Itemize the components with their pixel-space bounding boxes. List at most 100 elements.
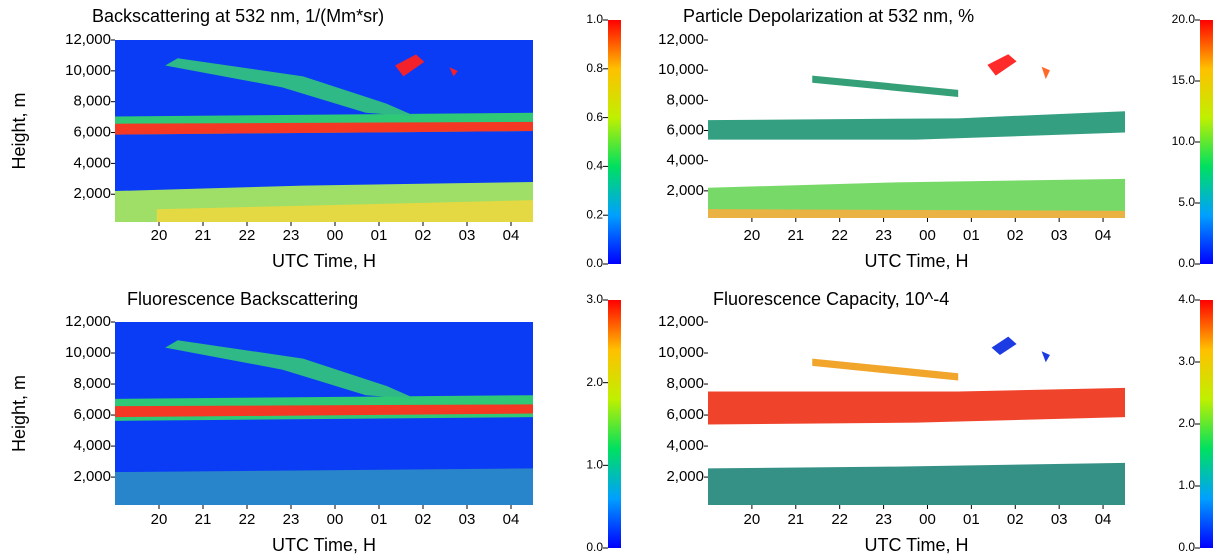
heatmap-feature bbox=[812, 75, 959, 97]
x-tick-label: 02 bbox=[415, 227, 432, 244]
heatmap-feature bbox=[115, 468, 533, 505]
y-tick-label: 2,000 bbox=[666, 182, 704, 199]
x-tick-label: 03 bbox=[1051, 511, 1068, 528]
y-tick-label: 2,000 bbox=[666, 468, 704, 485]
y-tick-label: 6,000 bbox=[73, 124, 111, 141]
x-tick-label: 04 bbox=[503, 511, 520, 528]
y-tick-label: 6,000 bbox=[666, 121, 704, 138]
x-tick-label: 21 bbox=[195, 511, 212, 528]
heatmap-feature bbox=[449, 67, 458, 77]
y-tick-label: 4,000 bbox=[666, 152, 704, 169]
x-tick-label: 02 bbox=[415, 511, 432, 528]
colorbar-tick-label: 0.0 bbox=[586, 256, 603, 270]
heatmap-feature bbox=[115, 404, 533, 418]
y-tick-label: 4,000 bbox=[73, 437, 111, 454]
x-tick-label: 03 bbox=[459, 511, 476, 528]
colorbar-tick-label: 0.8 bbox=[586, 61, 603, 75]
heatmap-feature bbox=[708, 178, 1125, 218]
y-axis-title: Height, m bbox=[9, 375, 29, 452]
colorbar-tick-label: 1.0 bbox=[586, 458, 603, 472]
x-tick-label: 03 bbox=[459, 227, 476, 244]
heatmap-feature bbox=[708, 462, 1125, 505]
colorbar bbox=[1200, 20, 1213, 264]
x-tick-label: 22 bbox=[831, 227, 848, 244]
y-tick-label: 4,000 bbox=[666, 437, 704, 454]
y-tick-label: 10,000 bbox=[65, 344, 111, 361]
heatmap-feature bbox=[156, 200, 534, 222]
chart-title: Fluorescence Capacity, 10^-4 bbox=[713, 289, 949, 309]
x-tick-label: 04 bbox=[503, 227, 520, 244]
colorbar bbox=[1200, 300, 1213, 548]
x-tick-label: 00 bbox=[919, 227, 936, 244]
y-tick-label: 10,000 bbox=[65, 62, 111, 79]
colorbar-tick-label: 0.0 bbox=[586, 540, 603, 554]
x-tick-label: 01 bbox=[963, 511, 980, 528]
heatmap-feature bbox=[708, 209, 1125, 218]
x-tick-label: 02 bbox=[1007, 511, 1024, 528]
heatmap-feature bbox=[708, 111, 1125, 140]
y-tick-label: 8,000 bbox=[73, 93, 111, 110]
x-tick-label: 22 bbox=[239, 227, 256, 244]
x-axis-title: UTC Time, H bbox=[864, 535, 968, 555]
y-tick-label: 12,000 bbox=[65, 313, 111, 330]
y-tick-label: 12,000 bbox=[65, 31, 111, 48]
y-tick-label: 10,000 bbox=[658, 61, 704, 78]
heatmap-feature bbox=[991, 336, 1017, 355]
heatmap-feature bbox=[395, 54, 425, 77]
x-tick-label: 23 bbox=[283, 511, 300, 528]
x-tick-label: 00 bbox=[327, 511, 344, 528]
heatmap-feature bbox=[812, 358, 959, 381]
x-tick-label: 00 bbox=[919, 511, 936, 528]
colorbar-tick-label: 20.0 bbox=[1172, 12, 1196, 26]
y-tick-label: 12,000 bbox=[658, 313, 704, 330]
x-tick-label: 02 bbox=[1007, 227, 1024, 244]
x-tick-label: 23 bbox=[875, 227, 892, 244]
y-tick-label: 2,000 bbox=[73, 185, 111, 202]
heatmap-feature bbox=[1041, 351, 1050, 363]
y-tick-label: 8,000 bbox=[666, 375, 704, 392]
colorbar-tick-label: 0.2 bbox=[586, 207, 603, 221]
colorbar-tick-label: 0.6 bbox=[586, 110, 603, 124]
x-axis-title: UTC Time, H bbox=[272, 535, 376, 555]
x-tick-label: 20 bbox=[744, 227, 761, 244]
x-tick-label: 20 bbox=[151, 227, 168, 244]
colorbar-tick-label: 0.0 bbox=[1178, 540, 1195, 554]
x-tick-label: 01 bbox=[963, 227, 980, 244]
x-tick-label: 20 bbox=[744, 511, 761, 528]
y-tick-label: 12,000 bbox=[658, 31, 704, 48]
colorbar-tick-label: 10.0 bbox=[1172, 134, 1196, 148]
heatmap-feature bbox=[708, 387, 1125, 425]
heatmap-feature bbox=[1041, 66, 1050, 80]
y-tick-label: 6,000 bbox=[73, 406, 111, 423]
colorbar-tick-label: 0.0 bbox=[1178, 256, 1195, 270]
colorbar-tick-label: 0.4 bbox=[586, 159, 603, 173]
colorbar-tick-label: 4.0 bbox=[1178, 292, 1195, 306]
x-tick-label: 21 bbox=[787, 227, 804, 244]
y-tick-label: 2,000 bbox=[73, 468, 111, 485]
x-tick-label: 21 bbox=[787, 511, 804, 528]
colorbar-tick-label: 5.0 bbox=[1178, 195, 1195, 209]
heatmap-feature bbox=[165, 340, 416, 399]
colorbar-tick-label: 3.0 bbox=[1178, 354, 1195, 368]
heatmap-feature bbox=[115, 121, 533, 135]
y-tick-label: 8,000 bbox=[73, 375, 111, 392]
colorbar bbox=[608, 300, 621, 548]
x-tick-label: 21 bbox=[195, 227, 212, 244]
x-tick-label: 22 bbox=[239, 511, 256, 528]
x-tick-label: 20 bbox=[151, 511, 168, 528]
y-tick-label: 4,000 bbox=[73, 154, 111, 171]
heatmap-feature bbox=[165, 58, 416, 117]
colorbar-tick-label: 1.0 bbox=[586, 12, 603, 26]
x-tick-label: 04 bbox=[1095, 227, 1112, 244]
x-tick-label: 23 bbox=[875, 511, 892, 528]
x-tick-label: 03 bbox=[1051, 227, 1068, 244]
y-tick-label: 10,000 bbox=[658, 344, 704, 361]
colorbar-tick-label: 2.0 bbox=[1178, 416, 1195, 430]
x-tick-label: 22 bbox=[831, 511, 848, 528]
colorbar-tick-label: 3.0 bbox=[586, 292, 603, 306]
y-axis-title: Height, m bbox=[9, 92, 29, 169]
heatmap-feature bbox=[987, 54, 1017, 76]
x-axis-title: UTC Time, H bbox=[864, 251, 968, 271]
